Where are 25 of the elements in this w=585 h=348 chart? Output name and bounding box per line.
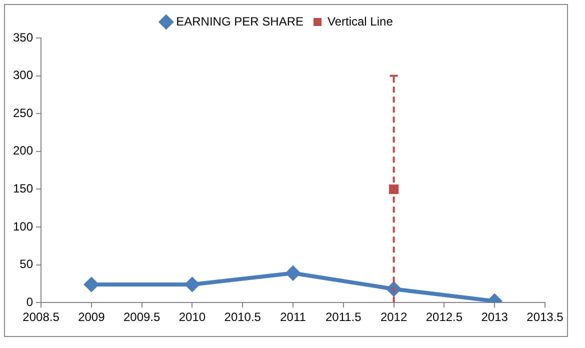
y-tick-label: 50 [20,257,34,272]
x-tick-label: 2011.5 [326,310,362,324]
x-tick-label: 2012.5 [426,310,463,324]
y-tick-label: 300 [12,68,34,82]
legend-label: EARNING PER SHARE [176,14,304,28]
x-tick-label: 2009.5 [123,310,160,324]
x-tick-label: 2008.5 [22,310,60,324]
y-tick-label: 150 [12,182,34,196]
x-tick-label: 2009 [78,310,106,324]
y-tick-label: 100 [12,219,34,234]
x-tick-label: 2013.5 [526,310,564,324]
y-tick-label: 250 [12,106,34,120]
point [286,266,300,280]
y-tick-label: 200 [12,144,34,158]
x-tick-label: 2012 [380,310,408,324]
y-tick-label: 0 [26,294,34,309]
x-tick-label: 2010 [178,310,206,324]
legend-label: Vertical Line [327,14,394,28]
x-tick-label: 2011 [280,310,306,324]
point [185,277,200,292]
y-tick-label: 350 [12,30,34,44]
point [389,184,399,194]
x-tick-label: 2013 [481,310,508,324]
point [84,277,98,292]
x-tick-label: 2010.5 [224,310,262,324]
